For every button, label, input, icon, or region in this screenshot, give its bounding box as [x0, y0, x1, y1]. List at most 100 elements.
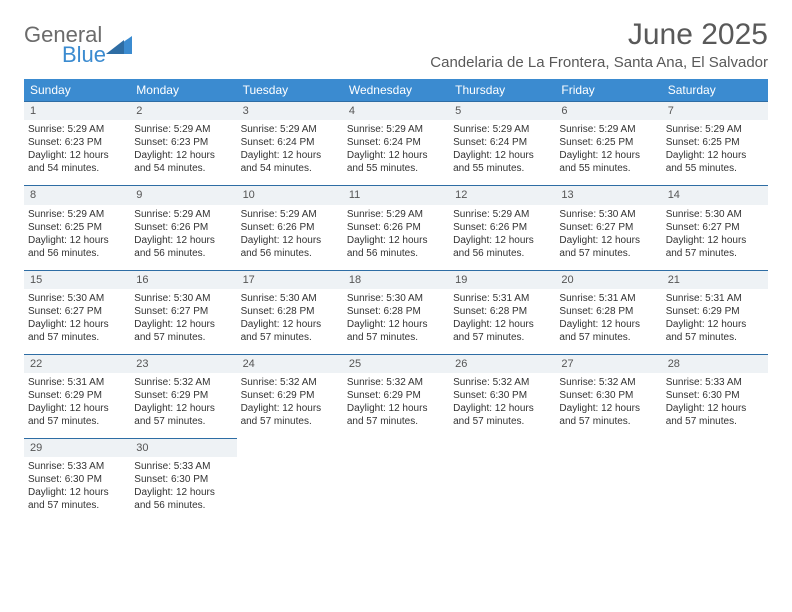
day-detail-cell: Sunrise: 5:29 AMSunset: 6:26 PMDaylight:… — [343, 205, 449, 271]
day-detail-cell: Sunrise: 5:29 AMSunset: 6:25 PMDaylight:… — [555, 120, 661, 186]
day-detail-row: Sunrise: 5:33 AMSunset: 6:30 PMDaylight:… — [24, 457, 768, 522]
logo-text: General Blue — [24, 24, 106, 66]
daylight-line1: Daylight: 12 hours — [453, 149, 551, 162]
day-detail-row: Sunrise: 5:29 AMSunset: 6:23 PMDaylight:… — [24, 120, 768, 186]
day-number-cell: 16 — [130, 270, 236, 289]
sunset-line: Sunset: 6:30 PM — [28, 473, 126, 486]
sunset-line: Sunset: 6:25 PM — [666, 136, 764, 149]
daylight-line2: and 55 minutes. — [453, 162, 551, 175]
day-number-cell: 17 — [237, 270, 343, 289]
daylight-line2: and 57 minutes. — [347, 415, 445, 428]
sunset-line: Sunset: 6:27 PM — [666, 221, 764, 234]
daylight-line1: Daylight: 12 hours — [347, 149, 445, 162]
day-detail-cell: Sunrise: 5:29 AMSunset: 6:24 PMDaylight:… — [343, 120, 449, 186]
title-block: June 2025 Candelaria de La Frontera, San… — [430, 18, 768, 71]
day-number-cell: 30 — [130, 439, 236, 458]
sunset-line: Sunset: 6:23 PM — [134, 136, 232, 149]
daylight-line2: and 57 minutes. — [28, 331, 126, 344]
sunset-line: Sunset: 6:30 PM — [559, 389, 657, 402]
day-detail-cell: Sunrise: 5:32 AMSunset: 6:29 PMDaylight:… — [343, 373, 449, 439]
daylight-line1: Daylight: 12 hours — [666, 402, 764, 415]
sunset-line: Sunset: 6:29 PM — [134, 389, 232, 402]
sunset-line: Sunset: 6:28 PM — [347, 305, 445, 318]
day-number-cell — [662, 439, 768, 458]
sunset-line: Sunset: 6:26 PM — [241, 221, 339, 234]
sunrise-line: Sunrise: 5:29 AM — [666, 123, 764, 136]
sunset-line: Sunset: 6:29 PM — [347, 389, 445, 402]
daylight-line2: and 57 minutes. — [559, 247, 657, 260]
sunset-line: Sunset: 6:27 PM — [559, 221, 657, 234]
day-detail-cell: Sunrise: 5:29 AMSunset: 6:25 PMDaylight:… — [662, 120, 768, 186]
daylight-line2: and 57 minutes. — [347, 331, 445, 344]
sunset-line: Sunset: 6:23 PM — [28, 136, 126, 149]
day-number-cell: 3 — [237, 102, 343, 121]
day-number-cell: 18 — [343, 270, 449, 289]
sunset-line: Sunset: 6:26 PM — [134, 221, 232, 234]
day-detail-cell: Sunrise: 5:29 AMSunset: 6:25 PMDaylight:… — [24, 205, 130, 271]
sunrise-line: Sunrise: 5:30 AM — [28, 292, 126, 305]
day-detail-cell: Sunrise: 5:30 AMSunset: 6:27 PMDaylight:… — [130, 289, 236, 355]
weekday-header: Sunday — [24, 79, 130, 102]
day-detail-cell — [555, 457, 661, 522]
day-number-cell: 5 — [449, 102, 555, 121]
daylight-line2: and 57 minutes. — [453, 331, 551, 344]
sunrise-line: Sunrise: 5:29 AM — [559, 123, 657, 136]
daylight-line1: Daylight: 12 hours — [28, 486, 126, 499]
daylight-line2: and 56 minutes. — [28, 247, 126, 260]
day-number-row: 891011121314 — [24, 186, 768, 205]
daylight-line2: and 54 minutes. — [28, 162, 126, 175]
month-title: June 2025 — [430, 18, 768, 52]
sunset-line: Sunset: 6:27 PM — [134, 305, 232, 318]
day-detail-row: Sunrise: 5:30 AMSunset: 6:27 PMDaylight:… — [24, 289, 768, 355]
sunrise-line: Sunrise: 5:30 AM — [134, 292, 232, 305]
day-detail-cell: Sunrise: 5:31 AMSunset: 6:29 PMDaylight:… — [24, 373, 130, 439]
sunrise-line: Sunrise: 5:32 AM — [134, 376, 232, 389]
daylight-line2: and 57 minutes. — [559, 331, 657, 344]
sunrise-line: Sunrise: 5:29 AM — [453, 123, 551, 136]
daylight-line1: Daylight: 12 hours — [134, 402, 232, 415]
daylight-line2: and 57 minutes. — [666, 331, 764, 344]
weekday-header: Tuesday — [237, 79, 343, 102]
daylight-line2: and 57 minutes. — [28, 415, 126, 428]
day-detail-cell: Sunrise: 5:29 AMSunset: 6:26 PMDaylight:… — [237, 205, 343, 271]
day-number-cell — [237, 439, 343, 458]
day-number-cell: 14 — [662, 186, 768, 205]
sunrise-line: Sunrise: 5:29 AM — [28, 123, 126, 136]
day-detail-cell — [343, 457, 449, 522]
daylight-line2: and 57 minutes. — [241, 331, 339, 344]
logo-line2: Blue — [62, 44, 106, 66]
day-detail-cell: Sunrise: 5:30 AMSunset: 6:27 PMDaylight:… — [662, 205, 768, 271]
day-number-cell: 13 — [555, 186, 661, 205]
daylight-line1: Daylight: 12 hours — [559, 149, 657, 162]
sunrise-line: Sunrise: 5:29 AM — [241, 208, 339, 221]
sunrise-line: Sunrise: 5:31 AM — [453, 292, 551, 305]
daylight-line1: Daylight: 12 hours — [134, 486, 232, 499]
daylight-line1: Daylight: 12 hours — [241, 402, 339, 415]
day-number-cell: 24 — [237, 354, 343, 373]
sunset-line: Sunset: 6:30 PM — [453, 389, 551, 402]
day-detail-cell: Sunrise: 5:32 AMSunset: 6:30 PMDaylight:… — [555, 373, 661, 439]
sunrise-line: Sunrise: 5:32 AM — [347, 376, 445, 389]
day-detail-cell: Sunrise: 5:30 AMSunset: 6:27 PMDaylight:… — [555, 205, 661, 271]
sunrise-line: Sunrise: 5:31 AM — [559, 292, 657, 305]
daylight-line2: and 55 minutes. — [559, 162, 657, 175]
daylight-line1: Daylight: 12 hours — [28, 402, 126, 415]
logo: General Blue — [24, 18, 132, 66]
sunset-line: Sunset: 6:30 PM — [134, 473, 232, 486]
sunrise-line: Sunrise: 5:33 AM — [134, 460, 232, 473]
day-detail-cell — [449, 457, 555, 522]
day-detail-cell: Sunrise: 5:29 AMSunset: 6:23 PMDaylight:… — [130, 120, 236, 186]
daylight-line1: Daylight: 12 hours — [559, 234, 657, 247]
day-number-cell: 15 — [24, 270, 130, 289]
daylight-line1: Daylight: 12 hours — [666, 234, 764, 247]
daylight-line2: and 57 minutes. — [559, 415, 657, 428]
day-number-row: 22232425262728 — [24, 354, 768, 373]
day-number-cell: 9 — [130, 186, 236, 205]
day-detail-cell: Sunrise: 5:30 AMSunset: 6:28 PMDaylight:… — [237, 289, 343, 355]
day-number-row: 2930 — [24, 439, 768, 458]
daylight-line1: Daylight: 12 hours — [347, 402, 445, 415]
daylight-line1: Daylight: 12 hours — [453, 402, 551, 415]
day-detail-cell: Sunrise: 5:33 AMSunset: 6:30 PMDaylight:… — [662, 373, 768, 439]
day-number-cell: 6 — [555, 102, 661, 121]
daylight-line2: and 57 minutes. — [134, 331, 232, 344]
